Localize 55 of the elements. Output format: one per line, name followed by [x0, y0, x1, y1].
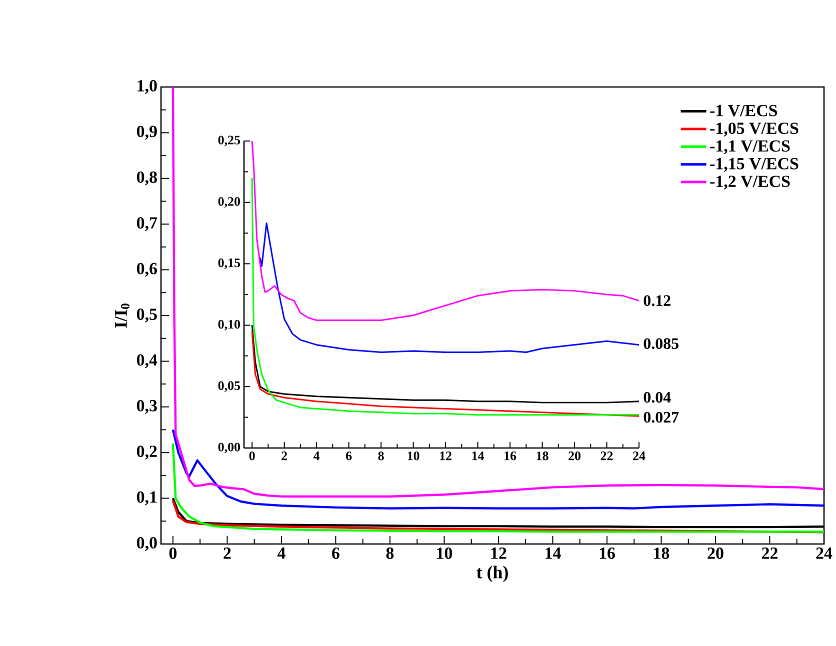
- x-tick-label: 8: [378, 452, 384, 460]
- x-tick-label: 12: [491, 548, 506, 559]
- y-tick-label: 0,15: [218, 258, 240, 270]
- y-tick-label: 0,2: [136, 446, 157, 460]
- x-tick-label: 2: [224, 548, 231, 559]
- annotation: 0.085: [644, 338, 678, 350]
- legend-label: -1,1 V/ECS: [710, 140, 790, 154]
- x-tick-label: 22: [762, 548, 778, 559]
- x-tick-label: 12: [440, 452, 452, 460]
- y-tick-label: 0,8: [136, 171, 157, 186]
- y-tick-label: 0,05: [218, 381, 240, 392]
- x-tick-label: 6: [332, 548, 340, 559]
- y-tick-label: 0,4: [136, 354, 158, 368]
- x-tick-label: 24: [816, 548, 832, 559]
- x-tick-label: 10: [408, 452, 420, 460]
- y-tick-label: 0,1: [136, 491, 157, 506]
- x-tick-label: 0: [169, 548, 177, 559]
- x-tick-label: 22: [600, 452, 613, 460]
- y-axis-title: I/I$_{0}$: [114, 304, 130, 328]
- legend-label: -1,2 V/ECS: [710, 176, 790, 190]
- x-tick-label: 20: [708, 548, 724, 559]
- x-axis-title: t (h): [476, 566, 508, 582]
- x-tick-label: 2: [282, 452, 287, 460]
- y-tick-label: 0,0: [136, 537, 157, 551]
- y-tick-label: 0,10: [218, 320, 240, 330]
- annotation: 0.12: [644, 295, 670, 306]
- x-tick-label: 14: [546, 548, 561, 559]
- y-tick-label: 0,20: [218, 197, 240, 208]
- legend-label: -1,15 V/ECS: [710, 158, 798, 172]
- x-tick-label: 14: [472, 452, 484, 460]
- x-tick-label: 18: [654, 548, 670, 559]
- legend-label: -1,05 V/ECS: [710, 122, 798, 136]
- x-tick-label: 8: [386, 548, 394, 559]
- x-tick-label: 18: [536, 452, 548, 460]
- legend-label: -1 V/ECS: [710, 104, 778, 116]
- line-series: [172, 428, 824, 510]
- x-tick-label: 4: [313, 452, 320, 460]
- y-tick-label: 0,3: [136, 400, 157, 414]
- x-tick-label: 16: [504, 452, 516, 460]
- x-tick-label: 16: [600, 548, 615, 559]
- y-tick-label: 0,00: [218, 442, 240, 454]
- annotation: 0.027: [644, 412, 679, 423]
- y-tick-label: 0,6: [136, 262, 157, 277]
- x-tick-label: 10: [437, 548, 452, 559]
- x-tick-label: 6: [346, 452, 352, 460]
- y-tick-label: 1,0: [138, 80, 157, 94]
- y-tick-label: 0,5: [136, 308, 157, 322]
- x-tick-label: 0: [249, 452, 255, 460]
- y-tick-label: 0,25: [218, 136, 240, 146]
- x-tick-label: 20: [568, 452, 580, 460]
- y-tick-label: 0,7: [136, 217, 158, 232]
- y-tick-label: 0,9: [136, 126, 157, 140]
- annotation: 0.04: [644, 392, 671, 403]
- x-tick-label: 24: [633, 452, 646, 460]
- x-tick-label: 4: [277, 548, 286, 559]
